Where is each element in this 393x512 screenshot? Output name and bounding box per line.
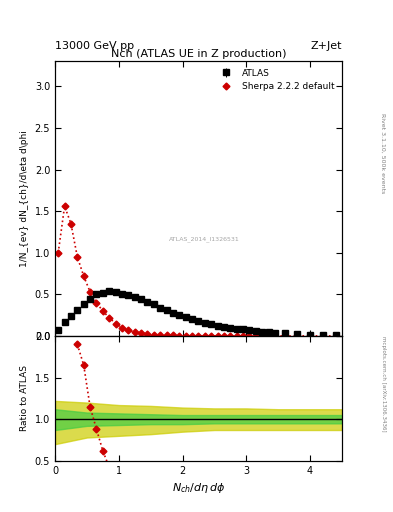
Y-axis label: Ratio to ATLAS: Ratio to ATLAS <box>20 366 29 432</box>
Text: 13000 GeV pp: 13000 GeV pp <box>55 41 134 51</box>
Legend: ATLAS, Sherpa 2.2.2 default: ATLAS, Sherpa 2.2.2 default <box>214 66 338 94</box>
Text: Z+Jet: Z+Jet <box>310 41 342 51</box>
Text: Rivet 3.1.10, 500k events: Rivet 3.1.10, 500k events <box>381 114 386 194</box>
Text: mcplots.cern.ch [arXiv:1306.3436]: mcplots.cern.ch [arXiv:1306.3436] <box>381 336 386 432</box>
Text: ATLAS_2014_I1326531: ATLAS_2014_I1326531 <box>169 236 240 242</box>
Title: Nch (ATLAS UE in Z production): Nch (ATLAS UE in Z production) <box>111 49 286 59</box>
X-axis label: $N_{ch}/d\eta\,d\phi$: $N_{ch}/d\eta\,d\phi$ <box>172 481 225 495</box>
Y-axis label: 1/N_{ev} dN_{ch}/d\eta d\phi: 1/N_{ev} dN_{ch}/d\eta d\phi <box>20 130 29 267</box>
